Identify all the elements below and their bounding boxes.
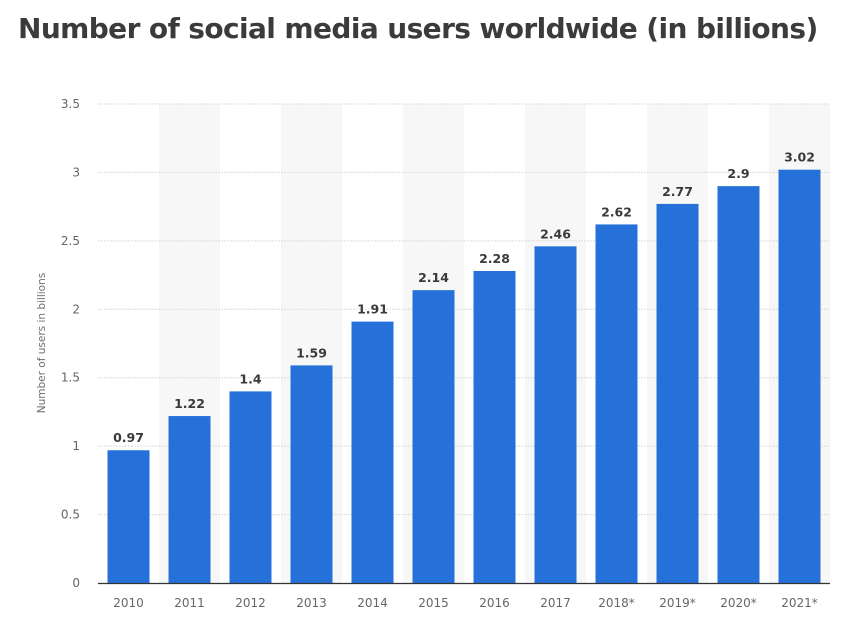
y-tick-label: 3 <box>72 165 80 179</box>
data-label: 2.62 <box>601 204 632 219</box>
bar <box>290 365 333 583</box>
x-tick-label: 2015 <box>418 596 449 610</box>
bar <box>656 203 699 584</box>
x-tick-label: 2020* <box>720 596 757 610</box>
y-tick-label: 0.5 <box>61 508 80 522</box>
data-label: 1.4 <box>239 371 261 386</box>
y-tick-label: 1 <box>72 439 80 453</box>
bars <box>107 169 821 584</box>
y-tick-label: 2.5 <box>61 234 80 248</box>
data-label: 1.91 <box>357 302 388 317</box>
bar <box>595 224 638 584</box>
data-label: 2.14 <box>418 270 449 285</box>
data-labels: 0.97 1.22 1.4 1.59 1.91 2.14 2.28 2.46 2.62 2.77 2… <box>113 150 815 446</box>
x-tick-label: 2014 <box>357 596 388 610</box>
data-label: 2.9 <box>727 166 749 181</box>
data-label: 2.46 <box>540 226 571 241</box>
bar <box>229 391 272 583</box>
bar <box>168 416 211 583</box>
y-tick-label: 2 <box>72 302 80 316</box>
x-tick-label: 2013 <box>296 596 327 610</box>
bar <box>351 321 394 583</box>
data-label: 0.97 <box>113 430 144 445</box>
x-tick-label: 2019* <box>659 596 696 610</box>
bar <box>778 169 821 584</box>
bar <box>717 186 760 583</box>
bar <box>534 246 577 583</box>
y-tick-label: 3.5 <box>61 97 80 111</box>
data-label: 3.02 <box>784 150 815 165</box>
data-label: 2.28 <box>479 251 510 266</box>
y-tick-label: 0 <box>72 576 80 590</box>
x-tick-label: 2021* <box>781 596 818 610</box>
x-tick-label: 2018* <box>598 596 635 610</box>
bar <box>473 270 516 583</box>
x-tick-label: 2012 <box>235 596 266 610</box>
bar <box>412 290 455 583</box>
y-tick-labels: 0 0.5 1 1.5 2 2.5 3 3.5 <box>61 97 80 590</box>
bar <box>107 450 150 583</box>
x-tick-label: 2010 <box>113 596 144 610</box>
gridlines <box>98 103 830 516</box>
x-tick-label: 2016 <box>479 596 510 610</box>
x-tick-labels: 2010 2011 2012 2013 2014 2015 2016 2017 2018* 201… <box>113 596 818 610</box>
y-tick-label: 1.5 <box>61 371 80 385</box>
x-tick-label: 2011 <box>174 596 205 610</box>
data-label: 1.22 <box>174 396 205 411</box>
data-label: 1.59 <box>296 345 327 360</box>
chart-title: Number of social media users worldwide (… <box>18 12 818 45</box>
data-label: 2.77 <box>662 184 693 199</box>
x-tick-label: 2017 <box>540 596 571 610</box>
